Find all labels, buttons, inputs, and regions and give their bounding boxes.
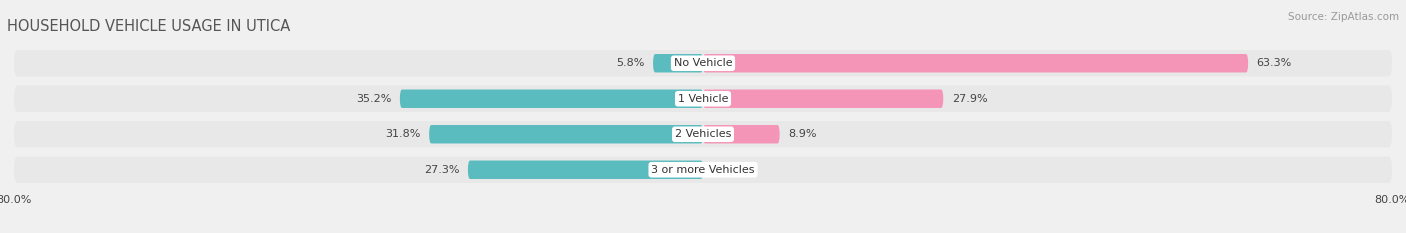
Text: 0.0%: 0.0% — [711, 165, 740, 175]
Text: 27.3%: 27.3% — [423, 165, 460, 175]
Text: 35.2%: 35.2% — [356, 94, 391, 104]
Text: 8.9%: 8.9% — [789, 129, 817, 139]
FancyBboxPatch shape — [429, 125, 703, 144]
Text: 1 Vehicle: 1 Vehicle — [678, 94, 728, 104]
FancyBboxPatch shape — [14, 121, 1392, 147]
Text: Source: ZipAtlas.com: Source: ZipAtlas.com — [1288, 12, 1399, 22]
Text: 3 or more Vehicles: 3 or more Vehicles — [651, 165, 755, 175]
FancyBboxPatch shape — [14, 50, 1392, 76]
FancyBboxPatch shape — [703, 89, 943, 108]
FancyBboxPatch shape — [652, 54, 703, 72]
FancyBboxPatch shape — [14, 157, 1392, 183]
FancyBboxPatch shape — [399, 89, 703, 108]
Text: HOUSEHOLD VEHICLE USAGE IN UTICA: HOUSEHOLD VEHICLE USAGE IN UTICA — [7, 19, 291, 34]
FancyBboxPatch shape — [14, 86, 1392, 112]
Text: 63.3%: 63.3% — [1257, 58, 1292, 68]
Text: 5.8%: 5.8% — [616, 58, 644, 68]
Text: 2 Vehicles: 2 Vehicles — [675, 129, 731, 139]
FancyBboxPatch shape — [468, 161, 703, 179]
Text: 27.9%: 27.9% — [952, 94, 987, 104]
Text: No Vehicle: No Vehicle — [673, 58, 733, 68]
FancyBboxPatch shape — [703, 54, 1249, 72]
Text: 31.8%: 31.8% — [385, 129, 420, 139]
FancyBboxPatch shape — [703, 125, 780, 144]
